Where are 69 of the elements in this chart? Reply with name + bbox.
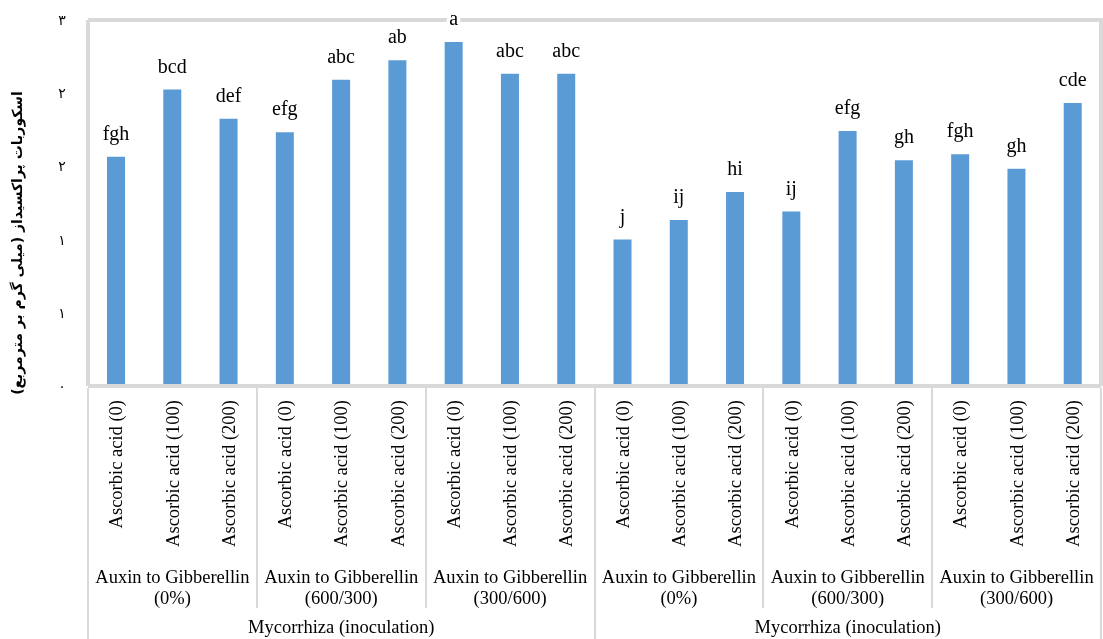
text: Auxin to Gibberellin (300/600)	[433, 567, 588, 609]
bar	[894, 160, 913, 386]
y-tick-label: ۰	[58, 377, 66, 394]
bar	[444, 41, 463, 386]
bar	[951, 154, 970, 386]
x-tick-label: Ascorbic acid (100)	[837, 400, 859, 547]
data-label: efg	[834, 96, 861, 120]
x-tick-label: Ascorbic acid (200)	[894, 400, 916, 547]
data-label: fgh	[102, 121, 130, 145]
bar	[332, 79, 351, 386]
x-tick-label: Ascorbic acid (0)	[612, 400, 634, 529]
data-label: ij	[673, 185, 685, 209]
x-tick-label: Ascorbic acid (100)	[1006, 400, 1028, 547]
data-label: ab	[387, 25, 407, 48]
data-label: efg	[272, 97, 298, 121]
text: Mycorrhiza (inoculation)	[248, 617, 435, 638]
bar	[669, 220, 688, 386]
data-label: gh	[1006, 133, 1027, 157]
data-label: abc	[552, 38, 581, 61]
x-tick-label: Ascorbic acid (0)	[950, 400, 972, 529]
bar	[557, 73, 576, 386]
data-label: def	[215, 83, 242, 106]
data-label: fgh	[946, 119, 974, 143]
text: Auxin to Gibberellin (600/300)	[770, 567, 925, 609]
data-label: bcd	[157, 54, 187, 77]
x-tick-label: Ascorbic acid (0)	[781, 400, 803, 529]
data-label: cde	[1058, 67, 1087, 90]
bar	[107, 156, 125, 386]
bar	[275, 132, 294, 386]
data-label: gh	[893, 125, 914, 149]
x-tick-label: Ascorbic acid (100)	[500, 400, 522, 547]
bar	[838, 131, 857, 386]
bar	[500, 73, 519, 386]
text: Mycorrhiza (inoculation)	[754, 617, 941, 638]
y-tick-label: ۲	[58, 85, 66, 102]
data-label: abc	[496, 38, 524, 61]
y-tick-label: ۳	[58, 11, 67, 28]
x-tick-label: Ascorbic acid (0)	[443, 400, 465, 529]
data-label: ij	[785, 176, 797, 200]
bar	[388, 60, 407, 386]
bar	[1063, 102, 1082, 386]
x-tick-label: Ascorbic acid (100)	[331, 400, 353, 547]
y-tick-label: ۱	[58, 231, 66, 248]
data-label: a	[449, 6, 459, 29]
text: Auxin to Gibberellin (300/600)	[939, 567, 1094, 609]
bar	[1007, 168, 1026, 386]
x-tick-label: Ascorbic acid (0)	[106, 400, 128, 529]
bar	[726, 192, 745, 386]
data-label: hi	[727, 157, 744, 180]
data-label: abc	[327, 44, 356, 67]
y-tick-label: ۲	[58, 158, 66, 175]
x-tick-label: Ascorbic acid (0)	[275, 400, 297, 529]
bar	[782, 211, 801, 386]
text: Auxin to Gibberellin (0%)	[95, 567, 250, 609]
bar	[613, 239, 632, 386]
x-tick-label: Ascorbic acid (200)	[1062, 400, 1084, 547]
y-axis-title: اسکوربات پراکسیداز (میلی گرم بر مترمربع)	[8, 91, 26, 395]
text: Auxin to Gibberellin (600/300)	[264, 567, 419, 609]
x-tick-label: Ascorbic acid (200)	[725, 400, 747, 547]
x-tick-label: Ascorbic acid (200)	[556, 400, 578, 547]
y-tick-label: ۱	[58, 304, 66, 321]
x-tick-label: Ascorbic acid (100)	[162, 400, 184, 547]
x-tick-label: Ascorbic acid (200)	[218, 400, 240, 547]
text: Auxin to Gibberellin (0%)	[601, 567, 756, 609]
x-tick-label: Ascorbic acid (100)	[669, 400, 691, 547]
bar	[219, 118, 238, 386]
x-tick-label: Ascorbic acid (200)	[387, 400, 409, 547]
bar	[163, 89, 182, 386]
data-label: j	[618, 204, 626, 228]
